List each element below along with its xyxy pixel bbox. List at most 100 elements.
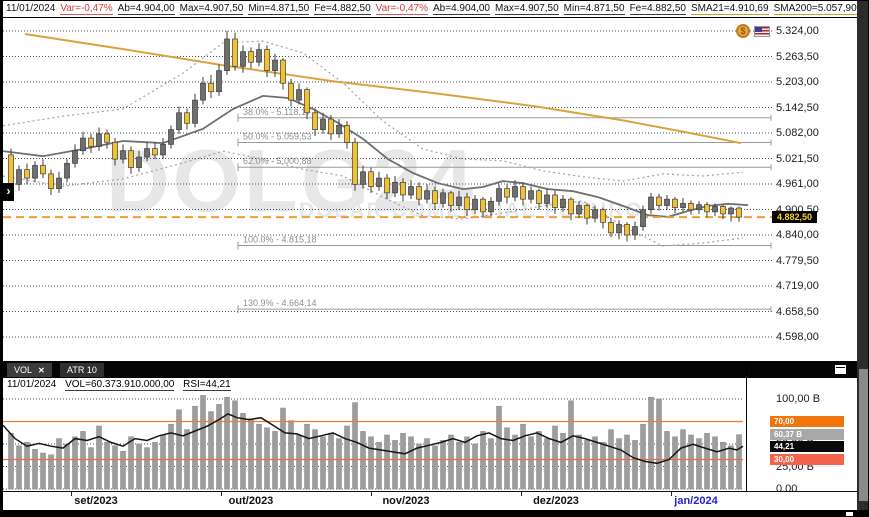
axis-value-tag: 30,00 bbox=[770, 454, 844, 465]
volume-bar bbox=[240, 413, 246, 490]
volume-bar bbox=[576, 434, 582, 490]
quote-field: Var=-0,47% bbox=[375, 3, 428, 15]
volume-bar bbox=[656, 398, 662, 490]
quote-field: Fe=4.882,50 bbox=[314, 3, 371, 15]
restore-window-icon[interactable] bbox=[835, 365, 846, 374]
scrollbar-thumb[interactable] bbox=[859, 369, 868, 501]
expand-handle[interactable]: › bbox=[3, 183, 14, 201]
fib-label: 100.0% - 4.815,18 bbox=[243, 234, 317, 244]
candle-body bbox=[120, 150, 126, 160]
volume-bar bbox=[264, 427, 270, 490]
volume-bar bbox=[736, 434, 742, 490]
quote-field: Ab=4.904,00 bbox=[433, 3, 490, 15]
volume-value: VOL=60.373.910.000,00 bbox=[65, 379, 175, 391]
tab-atr10[interactable]: ATR 10 bbox=[60, 363, 104, 377]
time-axis-tick bbox=[521, 492, 522, 496]
candle-body bbox=[384, 177, 390, 194]
candle-body bbox=[280, 59, 286, 84]
volume-bar bbox=[168, 423, 174, 490]
volume-bar bbox=[208, 411, 214, 490]
time-axis-tick bbox=[371, 492, 372, 496]
quote-field: Max=4.907,50 bbox=[495, 3, 559, 15]
volume-bar bbox=[560, 432, 566, 490]
candle-body bbox=[536, 190, 542, 204]
candle-body bbox=[176, 112, 182, 130]
tab-vol-label: VOL bbox=[14, 365, 33, 375]
candle-body bbox=[232, 38, 238, 67]
candle-body bbox=[600, 209, 606, 223]
volume-bar bbox=[80, 431, 86, 490]
volume-bar bbox=[96, 425, 102, 490]
volume-bar bbox=[416, 443, 422, 490]
volume-bar bbox=[152, 441, 158, 490]
candle-body bbox=[624, 224, 630, 236]
candle-body bbox=[432, 190, 438, 204]
volume-bar bbox=[136, 443, 142, 490]
price-axis-label: 5.021,50 bbox=[776, 152, 819, 165]
tab-vol[interactable]: VOL ✕ bbox=[7, 363, 52, 377]
volume-bar bbox=[584, 440, 590, 490]
time-axis-tick bbox=[671, 492, 672, 496]
price-axis[interactable]: 5.324,00 5.263,50 5.203,00 5.142,50 5.082,00… bbox=[774, 18, 857, 361]
candle-body bbox=[608, 222, 614, 234]
candle-body bbox=[456, 196, 462, 206]
candle-body bbox=[528, 190, 534, 200]
vertical-scrollbar[interactable] bbox=[857, 1, 868, 516]
volume-bar bbox=[464, 436, 470, 490]
panel-right-border bbox=[746, 364, 747, 491]
volume-bar bbox=[296, 434, 302, 490]
volume-bar bbox=[176, 409, 182, 490]
candle-body bbox=[376, 177, 382, 187]
price-plot[interactable]: 38.0% - 5.118,17 50.0% - 5.059,53 62.0% - … bbox=[3, 18, 775, 361]
candle-body bbox=[336, 125, 342, 135]
axis-value-tag: 70,00 bbox=[770, 416, 844, 427]
volume-plot[interactable] bbox=[3, 391, 775, 491]
candle-body bbox=[224, 38, 230, 71]
candle-body bbox=[64, 163, 70, 179]
volume-bar bbox=[672, 436, 678, 490]
volume-bar bbox=[72, 436, 78, 490]
candle-body bbox=[704, 204, 710, 213]
volume-bar bbox=[112, 445, 118, 490]
resize-grip-icon[interactable] bbox=[846, 512, 853, 516]
candle-body bbox=[496, 188, 502, 202]
quote-field: SMA21=4.910,69 bbox=[691, 3, 769, 15]
candle-body bbox=[656, 196, 662, 206]
volume-bar bbox=[248, 418, 254, 490]
volume-bar bbox=[216, 404, 222, 490]
volume-bar bbox=[8, 432, 14, 490]
quote-info-bar: 11/01/2024 Var=-0,47% Ab=4.904,00 Max=4.907… bbox=[3, 1, 857, 18]
candle-body bbox=[160, 144, 166, 156]
candle-body bbox=[416, 186, 422, 200]
time-axis-label: set/2023 bbox=[74, 495, 118, 507]
volume-bar bbox=[520, 423, 526, 490]
candle-body bbox=[512, 186, 518, 198]
volume-chart-panel[interactable]: 100,00 B75,00 B50,00 B25,00 B0,0070,0060… bbox=[3, 391, 857, 495]
volume-bar bbox=[544, 438, 550, 490]
candle-body bbox=[440, 192, 446, 204]
volume-bar bbox=[24, 441, 30, 490]
candle-body bbox=[424, 190, 430, 200]
volume-bar bbox=[424, 438, 430, 490]
quote-field: Min=4.871,50 bbox=[563, 3, 625, 15]
axis-value-tag: 44,21 bbox=[770, 440, 844, 452]
axis-value-tag: 60,37 B bbox=[770, 429, 844, 441]
close-icon[interactable]: ✕ bbox=[38, 366, 45, 375]
fib-label: 130.9% - 4.664,14 bbox=[243, 298, 317, 308]
candle-body bbox=[352, 141, 358, 185]
time-axis[interactable]: set/2023 out/2023 nov/2023 dez/2023 jan/2024 bbox=[3, 491, 857, 510]
price-chart-panel[interactable]: DOLG24 DOLAR COMERCIAL FUTURO 38.0% - 5.… bbox=[3, 18, 857, 361]
candle-body bbox=[328, 118, 334, 135]
flag-canton bbox=[755, 27, 762, 32]
volume-bar bbox=[528, 436, 534, 490]
candle-body bbox=[712, 205, 718, 213]
volume-bars-layer bbox=[8, 395, 742, 490]
candle-body bbox=[48, 173, 54, 189]
candle-body bbox=[128, 150, 134, 168]
volume-axis[interactable]: 100,00 B75,00 B50,00 B25,00 B0,0070,0060… bbox=[770, 391, 857, 495]
candle-body bbox=[312, 112, 318, 130]
time-axis-label: jan/2024 bbox=[674, 495, 718, 507]
volume-bar bbox=[648, 396, 654, 490]
volume-bar bbox=[56, 438, 62, 490]
volume-bar bbox=[256, 423, 262, 490]
